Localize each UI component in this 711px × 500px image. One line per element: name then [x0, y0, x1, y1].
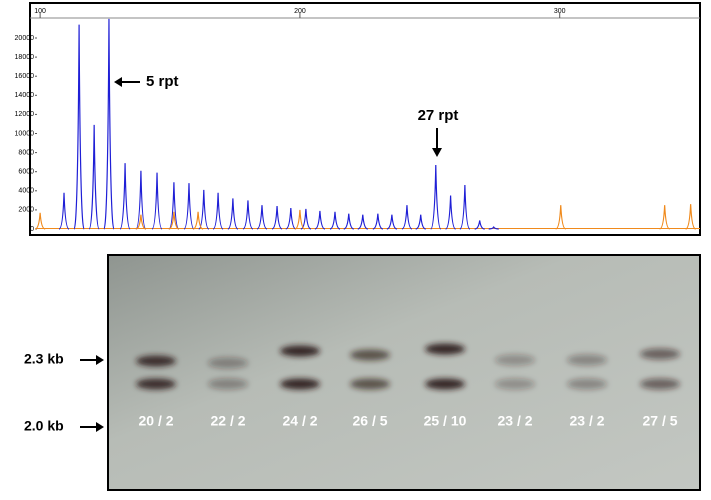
plot: 100 200 300 0 2000 4000 6000 8000 10000 12000 1400…: [15, 8, 700, 233]
peak: [151, 172, 163, 230]
peak: [294, 209, 306, 230]
peak: [103, 18, 115, 230]
band: [136, 355, 176, 367]
peak: [73, 24, 85, 230]
band: [640, 348, 680, 360]
arrow-head: [96, 355, 104, 365]
x-tick-label: 300: [554, 8, 566, 15]
peak: [386, 214, 398, 230]
band: [425, 378, 465, 390]
peak: [488, 225, 499, 230]
band: [280, 345, 320, 357]
peak: [357, 214, 368, 230]
y-tick-label: 8000: [18, 149, 34, 156]
peak: [212, 192, 224, 230]
peak: [227, 198, 239, 230]
peak: [659, 205, 670, 230]
annotation: 27 rpt: [418, 107, 459, 124]
band: [495, 354, 535, 366]
peak: [183, 183, 195, 230]
lane-label: 20 / 2: [138, 413, 173, 429]
peak: [135, 214, 147, 230]
marker-label: 2.3 kb: [24, 351, 64, 367]
lane-label: 27 / 5: [642, 413, 677, 429]
band: [567, 378, 607, 390]
band: [280, 378, 320, 390]
band: [425, 343, 465, 355]
peak: [119, 163, 131, 230]
peak: [198, 189, 210, 230]
peak: [329, 211, 341, 230]
lane-label: 23 / 2: [569, 413, 604, 429]
y-tick-label: 12000: [15, 111, 35, 118]
band: [136, 378, 176, 390]
chart-frame: [29, 2, 701, 236]
x-tick-label: 200: [294, 8, 306, 15]
band: [640, 378, 680, 390]
peak: [555, 205, 566, 230]
marker-label: 2.0 kb: [24, 418, 64, 434]
lane-label: 23 / 2: [497, 413, 532, 429]
peak: [168, 182, 180, 230]
peak: [415, 214, 426, 230]
arrow-head: [96, 422, 104, 432]
lane-label: 26 / 5: [352, 413, 387, 429]
band: [567, 354, 607, 366]
peak: [343, 213, 354, 230]
lane-label: 25 / 10: [424, 413, 467, 429]
band: [495, 378, 535, 390]
peak: [271, 206, 283, 230]
peak: [685, 204, 696, 230]
peak: [401, 205, 413, 230]
y-tick-label: 0: [30, 226, 34, 233]
y-tick-label: 2000: [18, 207, 34, 214]
peak: [256, 205, 268, 230]
lane-label: 22 / 2: [210, 413, 245, 429]
peak: [459, 185, 471, 230]
y-tick-label: 4000: [18, 188, 34, 195]
y-tick-label: 18000: [15, 54, 35, 61]
y-tick-label: 20000: [15, 35, 35, 42]
band: [208, 357, 248, 369]
lane-labels: 20 / 2 22 / 2 24 / 2 26 / 5 25 / 10 23 / 2 23 …: [138, 413, 677, 429]
x-tick-label: 100: [34, 8, 46, 15]
peak: [168, 211, 180, 230]
peak: [242, 200, 254, 230]
y-tick-label: 16000: [15, 73, 35, 80]
peak: [314, 210, 326, 230]
annotation: 5 rpt: [146, 73, 179, 90]
peak: [474, 220, 485, 230]
peak: [430, 165, 442, 230]
y-tick-label: 14000: [15, 92, 35, 99]
y-tick-label: 10000: [15, 130, 35, 137]
peak: [58, 192, 70, 230]
band: [350, 378, 390, 390]
gel-image: [107, 254, 701, 491]
peak: [34, 212, 46, 230]
band: [350, 349, 390, 361]
peak: [445, 195, 456, 230]
peak: [192, 211, 204, 230]
arrow-head: [432, 148, 442, 157]
band: [208, 378, 248, 390]
peak: [372, 213, 383, 230]
gel-bands: [136, 343, 680, 390]
peak: [88, 124, 100, 230]
arrow-head: [114, 77, 122, 87]
lane-label: 24 / 2: [282, 413, 317, 429]
y-tick-label: 6000: [18, 169, 34, 176]
peak: [285, 207, 297, 230]
peak: [135, 170, 147, 230]
